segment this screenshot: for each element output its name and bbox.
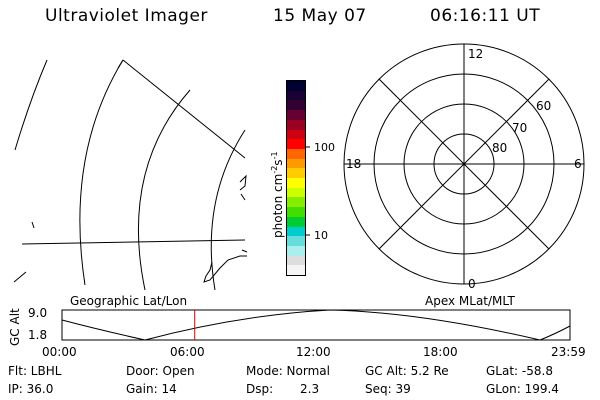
info-seq: Seq: 39 [365, 382, 411, 396]
color-scale-swatch [287, 207, 305, 217]
map-latitude-arc-1 [79, 59, 124, 286]
altitude-curve [61, 309, 571, 341]
color-scale-swatch [287, 197, 305, 208]
map-coastline-6 [31, 221, 35, 229]
xtick-00: 00:00 [42, 345, 77, 359]
info-dsp-value: 2.3 [300, 382, 320, 396]
map-latitude-arc-outer [14, 59, 48, 151]
color-scale-tick-100: 100 [314, 141, 335, 154]
map-longitude-line-1 [122, 59, 246, 159]
mlt-label-18: 18 [346, 157, 361, 171]
xtick-2359: 23:59 [551, 345, 586, 359]
map-coastline-3 [13, 271, 27, 283]
date-label: 15 May 07 [273, 6, 367, 26]
info-door: Door: Open [126, 364, 195, 378]
alt-ymax: 9.0 [28, 306, 48, 320]
mlat-label-80: 80 [492, 141, 507, 155]
color-scale-swatch [287, 187, 305, 198]
color-scale-swatch [287, 216, 305, 227]
color-scale-swatch [287, 236, 305, 246]
time-label: 06:16:11 UT [430, 6, 541, 26]
info-glat: GLat: -58.8 [486, 364, 553, 378]
map-coastline-5 [241, 249, 248, 253]
xtick-06: 06:00 [170, 345, 205, 359]
color-scale-ticks: 100 10 [306, 141, 335, 242]
color-scale-swatch [287, 139, 305, 149]
map-latitude-arc-3 [210, 129, 246, 291]
color-scale-swatch [287, 100, 305, 111]
color-scale-swatch [287, 255, 305, 266]
info-gcalt: GC Alt: 5.2 Re [365, 364, 449, 378]
map-coastline-4 [240, 193, 246, 201]
color-scale-swatch [287, 178, 305, 188]
info-flt: Flt: LBHL [8, 364, 62, 378]
info-glon: GLon: 199.4 [486, 382, 559, 396]
color-scale-tick-10: 10 [314, 229, 328, 242]
color-scale-swatch [287, 226, 305, 237]
info-mode: Mode: Normal [246, 364, 330, 378]
altitude-plot-frame [61, 309, 571, 341]
color-scale-swatch [287, 119, 305, 130]
map-latitude-arc-2 [137, 89, 191, 291]
map-meridian-edge [117, 59, 124, 69]
map-longitude-line-2 [21, 239, 246, 245]
mlt-label-0: 0 [468, 277, 476, 291]
mlt-label-6: 6 [574, 157, 582, 171]
mlat-label-70: 70 [512, 121, 527, 135]
color-scale-swatch [287, 90, 305, 101]
mlat-label-60: 60 [536, 99, 551, 113]
alt-ymin: 1.8 [28, 328, 48, 342]
map-coastline-2 [239, 174, 247, 191]
color-scale-swatch [287, 245, 305, 256]
info-dsp-label: Dsp: [246, 382, 274, 396]
color-scale-bar [286, 80, 306, 276]
xtick-18: 18:00 [423, 345, 458, 359]
color-scale-swatch [287, 110, 305, 120]
apex-label: Apex MLat/MLT [425, 294, 515, 308]
color-scale-swatch [287, 168, 305, 179]
info-ip: IP: 36.0 [8, 382, 54, 396]
geographic-label: Geographic Lat/Lon [70, 294, 188, 308]
info-gain: Gain: 14 [126, 382, 177, 396]
color-scale-swatch [287, 265, 305, 276]
polar-diagonal-2 [378, 78, 550, 250]
app-title: Ultraviolet Imager [45, 6, 208, 26]
color-scale-swatch [287, 81, 305, 91]
map-coastline-1 [203, 255, 247, 283]
color-scale-swatch [287, 129, 305, 140]
mlt-label-12: 12 [468, 47, 483, 61]
color-scale-swatch [287, 148, 305, 159]
color-scale-swatch [287, 158, 305, 169]
xtick-12: 12:00 [296, 345, 331, 359]
